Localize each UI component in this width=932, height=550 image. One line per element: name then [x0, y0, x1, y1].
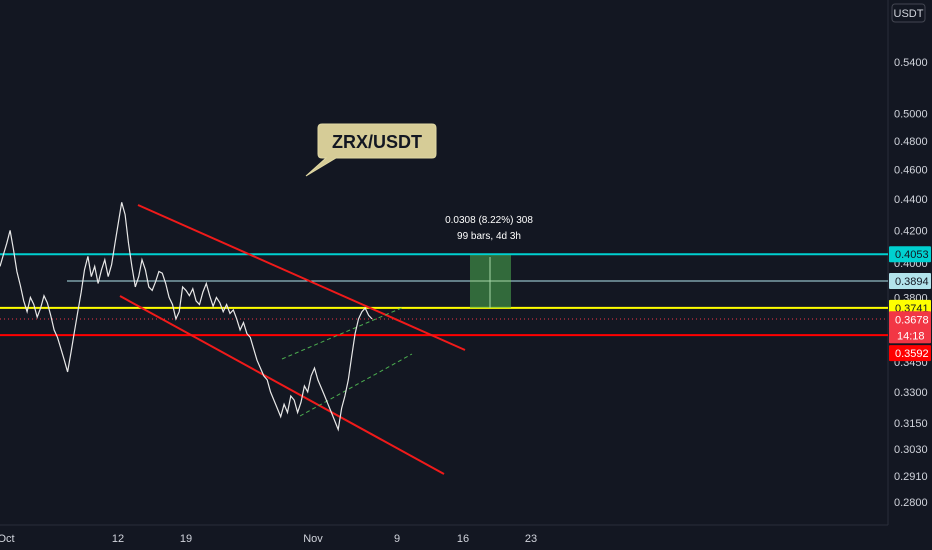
measure-span-text: 99 bars, 4d 3h: [457, 231, 521, 242]
price-axis-ticks: 0.5400 0.5000 0.4800 0.4600 0.4400 0.4200 0.40…: [894, 57, 928, 509]
time-axis-ticks: Oct 12 19 Nov 9 16 23: [0, 533, 537, 545]
countdown-text: 14:18: [897, 330, 925, 342]
price-series-line: [0, 202, 373, 432]
price-tick-label: 0.5400: [894, 57, 928, 69]
channel-lower-line[interactable]: [119, 295, 445, 475]
time-tick-label: Oct: [0, 533, 15, 545]
price-tick-label: 0.2910: [894, 471, 928, 483]
price-tick-label: 0.3300: [894, 387, 928, 399]
last-price-text: 0.3678: [895, 314, 929, 326]
price-tick-label: 0.5000: [894, 109, 928, 121]
measure-tool[interactable]: 0.0308 (8.22%) 308 99 bars, 4d 3h: [445, 215, 533, 308]
price-tick-label: 0.4600: [894, 164, 928, 176]
price-badges: 0.40530.38940.37410.35920.367814:180.359…: [889, 246, 931, 362]
price-tick-label: 0.3030: [894, 444, 928, 456]
time-tick-label: 9: [394, 533, 400, 545]
support-badge-text: 0.3592: [895, 348, 929, 360]
price-tick-label: 0.4800: [894, 136, 928, 148]
price-tick-label: 0.4400: [894, 194, 928, 206]
dashed-channel-lower[interactable]: [299, 353, 413, 417]
channel-upper-line[interactable]: [137, 204, 466, 351]
price-tick-label: 0.2800: [894, 497, 928, 509]
support-badge: 0.3592: [889, 345, 931, 362]
price-tick-label: 0.3150: [894, 418, 928, 430]
last-price-badge: 0.3678 14:18: [889, 311, 931, 344]
time-tick-label: Nov: [303, 533, 323, 545]
callout-bubble: [305, 123, 437, 177]
level-badge-text: 0.4053: [895, 249, 929, 261]
level-badge: 0.3894: [889, 273, 931, 290]
measure-change-text: 0.0308 (8.22%) 308: [445, 215, 533, 226]
callout-text: ZRX/USDT: [332, 132, 422, 152]
level-badge-text: 0.3894: [895, 276, 929, 288]
time-tick-label: 19: [180, 533, 192, 545]
price-tick-label: 0.4200: [894, 225, 928, 237]
symbol-callout[interactable]: ZRX/USDT: [305, 123, 437, 177]
currency-label: USDT: [894, 8, 924, 20]
dashed-channel-upper[interactable]: [281, 306, 405, 360]
currency-button[interactable]: USDT: [891, 3, 926, 23]
time-tick-label: 12: [112, 533, 124, 545]
time-tick-label: 16: [457, 533, 469, 545]
level-badge: 0.4053: [889, 246, 931, 263]
time-tick-label: 23: [525, 533, 537, 545]
